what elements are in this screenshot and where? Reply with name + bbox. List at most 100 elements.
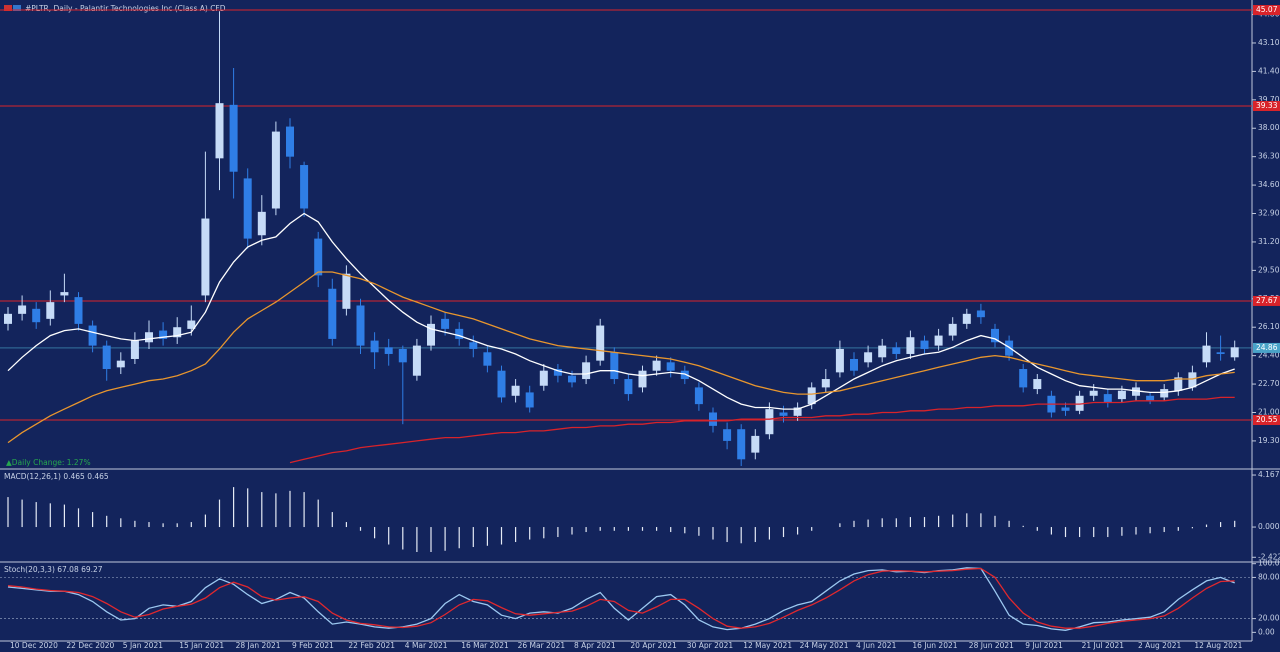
candle-body <box>525 392 534 408</box>
x-tick-label: 16 Mar 2021 <box>461 641 509 650</box>
candle-body <box>1160 389 1169 398</box>
stoch-line <box>7 567 1235 629</box>
y-tick-label: 36.30 <box>1258 152 1280 161</box>
candle-body <box>807 387 816 405</box>
daily-change: ▲Daily Change: 1.27% <box>6 458 91 467</box>
candle-body <box>934 335 943 346</box>
x-tick-label: 15 Jan 2021 <box>179 641 224 650</box>
x-tick-label: 4 Mar 2021 <box>405 641 448 650</box>
candle-body <box>906 337 915 354</box>
candle-body <box>201 218 210 296</box>
stoch-line <box>7 567 1235 631</box>
y-tick-label: 21.00 <box>1258 407 1280 416</box>
candle-body <box>300 165 309 209</box>
x-tick-label: 24 May 2021 <box>800 641 849 650</box>
candle-body <box>173 327 182 338</box>
candle-body <box>793 407 802 416</box>
x-tick-label: 20 Apr 2021 <box>630 641 677 650</box>
x-tick-label: 22 Dec 2020 <box>66 641 114 650</box>
y-tick-label: 32.90 <box>1258 209 1280 218</box>
candle-body <box>976 310 985 318</box>
moving-average <box>7 271 1235 444</box>
candle-body <box>1061 407 1070 411</box>
x-tick-label: 9 Feb 2021 <box>292 641 334 650</box>
x-tick-label: 10 Dec 2020 <box>10 641 58 650</box>
y-tick-label: 24.40 <box>1258 351 1280 360</box>
candle-body <box>328 288 337 339</box>
y-tick-label: 29.50 <box>1258 265 1280 274</box>
candle-body <box>1202 345 1211 363</box>
candle-body <box>610 352 619 380</box>
candle-body <box>553 369 562 376</box>
candle-body <box>497 370 506 398</box>
level-label-box <box>1253 101 1280 112</box>
candle-body <box>1019 369 1028 388</box>
y-tick-label: 34.60 <box>1258 180 1280 189</box>
candle-body <box>737 429 746 460</box>
candle-body <box>102 345 111 370</box>
y-tick-label: 39.70 <box>1258 95 1280 104</box>
candle-body <box>821 379 830 388</box>
y-tick-label: 80.00 <box>1258 572 1280 581</box>
candle-body <box>159 330 168 339</box>
candle-body <box>709 412 717 426</box>
candle-body <box>850 358 858 371</box>
candle-body <box>652 360 661 371</box>
candle-body <box>412 345 421 376</box>
candle-body <box>1075 395 1084 411</box>
candle-body <box>1146 395 1155 401</box>
y-tick-label: -2.422 <box>1258 552 1280 561</box>
candle-body <box>427 323 435 346</box>
level-label: 27.67 <box>1256 296 1278 305</box>
candle-body <box>991 328 999 343</box>
level-label-box <box>1253 295 1280 306</box>
candle-body <box>469 342 478 349</box>
y-tick-label: 0.00 <box>1258 627 1275 636</box>
candle-body <box>398 348 407 363</box>
x-tick-label: 28 Jun 2021 <box>969 641 1014 650</box>
y-tick-label: 20.00 <box>1258 614 1280 623</box>
candle-body <box>243 178 252 239</box>
current-price-box <box>1253 342 1280 353</box>
candle-body <box>60 292 69 296</box>
candle-body <box>624 379 633 395</box>
candle-body <box>74 297 83 324</box>
candle-body <box>342 273 351 309</box>
y-tick-label: 19.30 <box>1258 436 1280 445</box>
x-tick-label: 16 Jun 2021 <box>912 641 957 650</box>
y-tick-label: 31.20 <box>1258 237 1280 246</box>
candle-body <box>1174 377 1183 391</box>
x-tick-label: 4 Jun 2021 <box>856 641 897 650</box>
candle-body <box>878 345 887 358</box>
candle-body <box>920 340 929 349</box>
candle-body <box>187 320 196 329</box>
current-price-label: 24.86 <box>1256 343 1278 352</box>
candle-body <box>680 370 689 380</box>
candle-body <box>1117 390 1126 400</box>
y-tick-label: 100.00 <box>1258 559 1280 568</box>
x-tick-label: 5 Jan 2021 <box>123 641 163 650</box>
candle-body <box>271 131 280 209</box>
candle-body <box>441 318 450 329</box>
level-label-box <box>1253 415 1280 426</box>
candle-body <box>779 412 788 416</box>
candle-body <box>1188 372 1197 388</box>
candle-body <box>18 305 27 314</box>
candle-body <box>568 375 576 383</box>
level-label: 45.07 <box>1256 5 1278 14</box>
x-tick-label: 9 Jul 2021 <box>1025 641 1063 650</box>
candle-body <box>116 360 125 368</box>
flag-icon <box>13 5 21 11</box>
y-tick-label: 22.70 <box>1258 379 1280 388</box>
candle-body <box>130 340 139 359</box>
candle-body <box>962 313 971 324</box>
candle-body <box>511 385 520 396</box>
candle-body <box>384 347 393 354</box>
y-tick-label: 43.10 <box>1258 38 1280 47</box>
candle-body <box>582 362 591 380</box>
x-tick-label: 12 Aug 2021 <box>1194 641 1242 650</box>
candle-body <box>4 313 12 324</box>
candle-body <box>229 104 238 172</box>
